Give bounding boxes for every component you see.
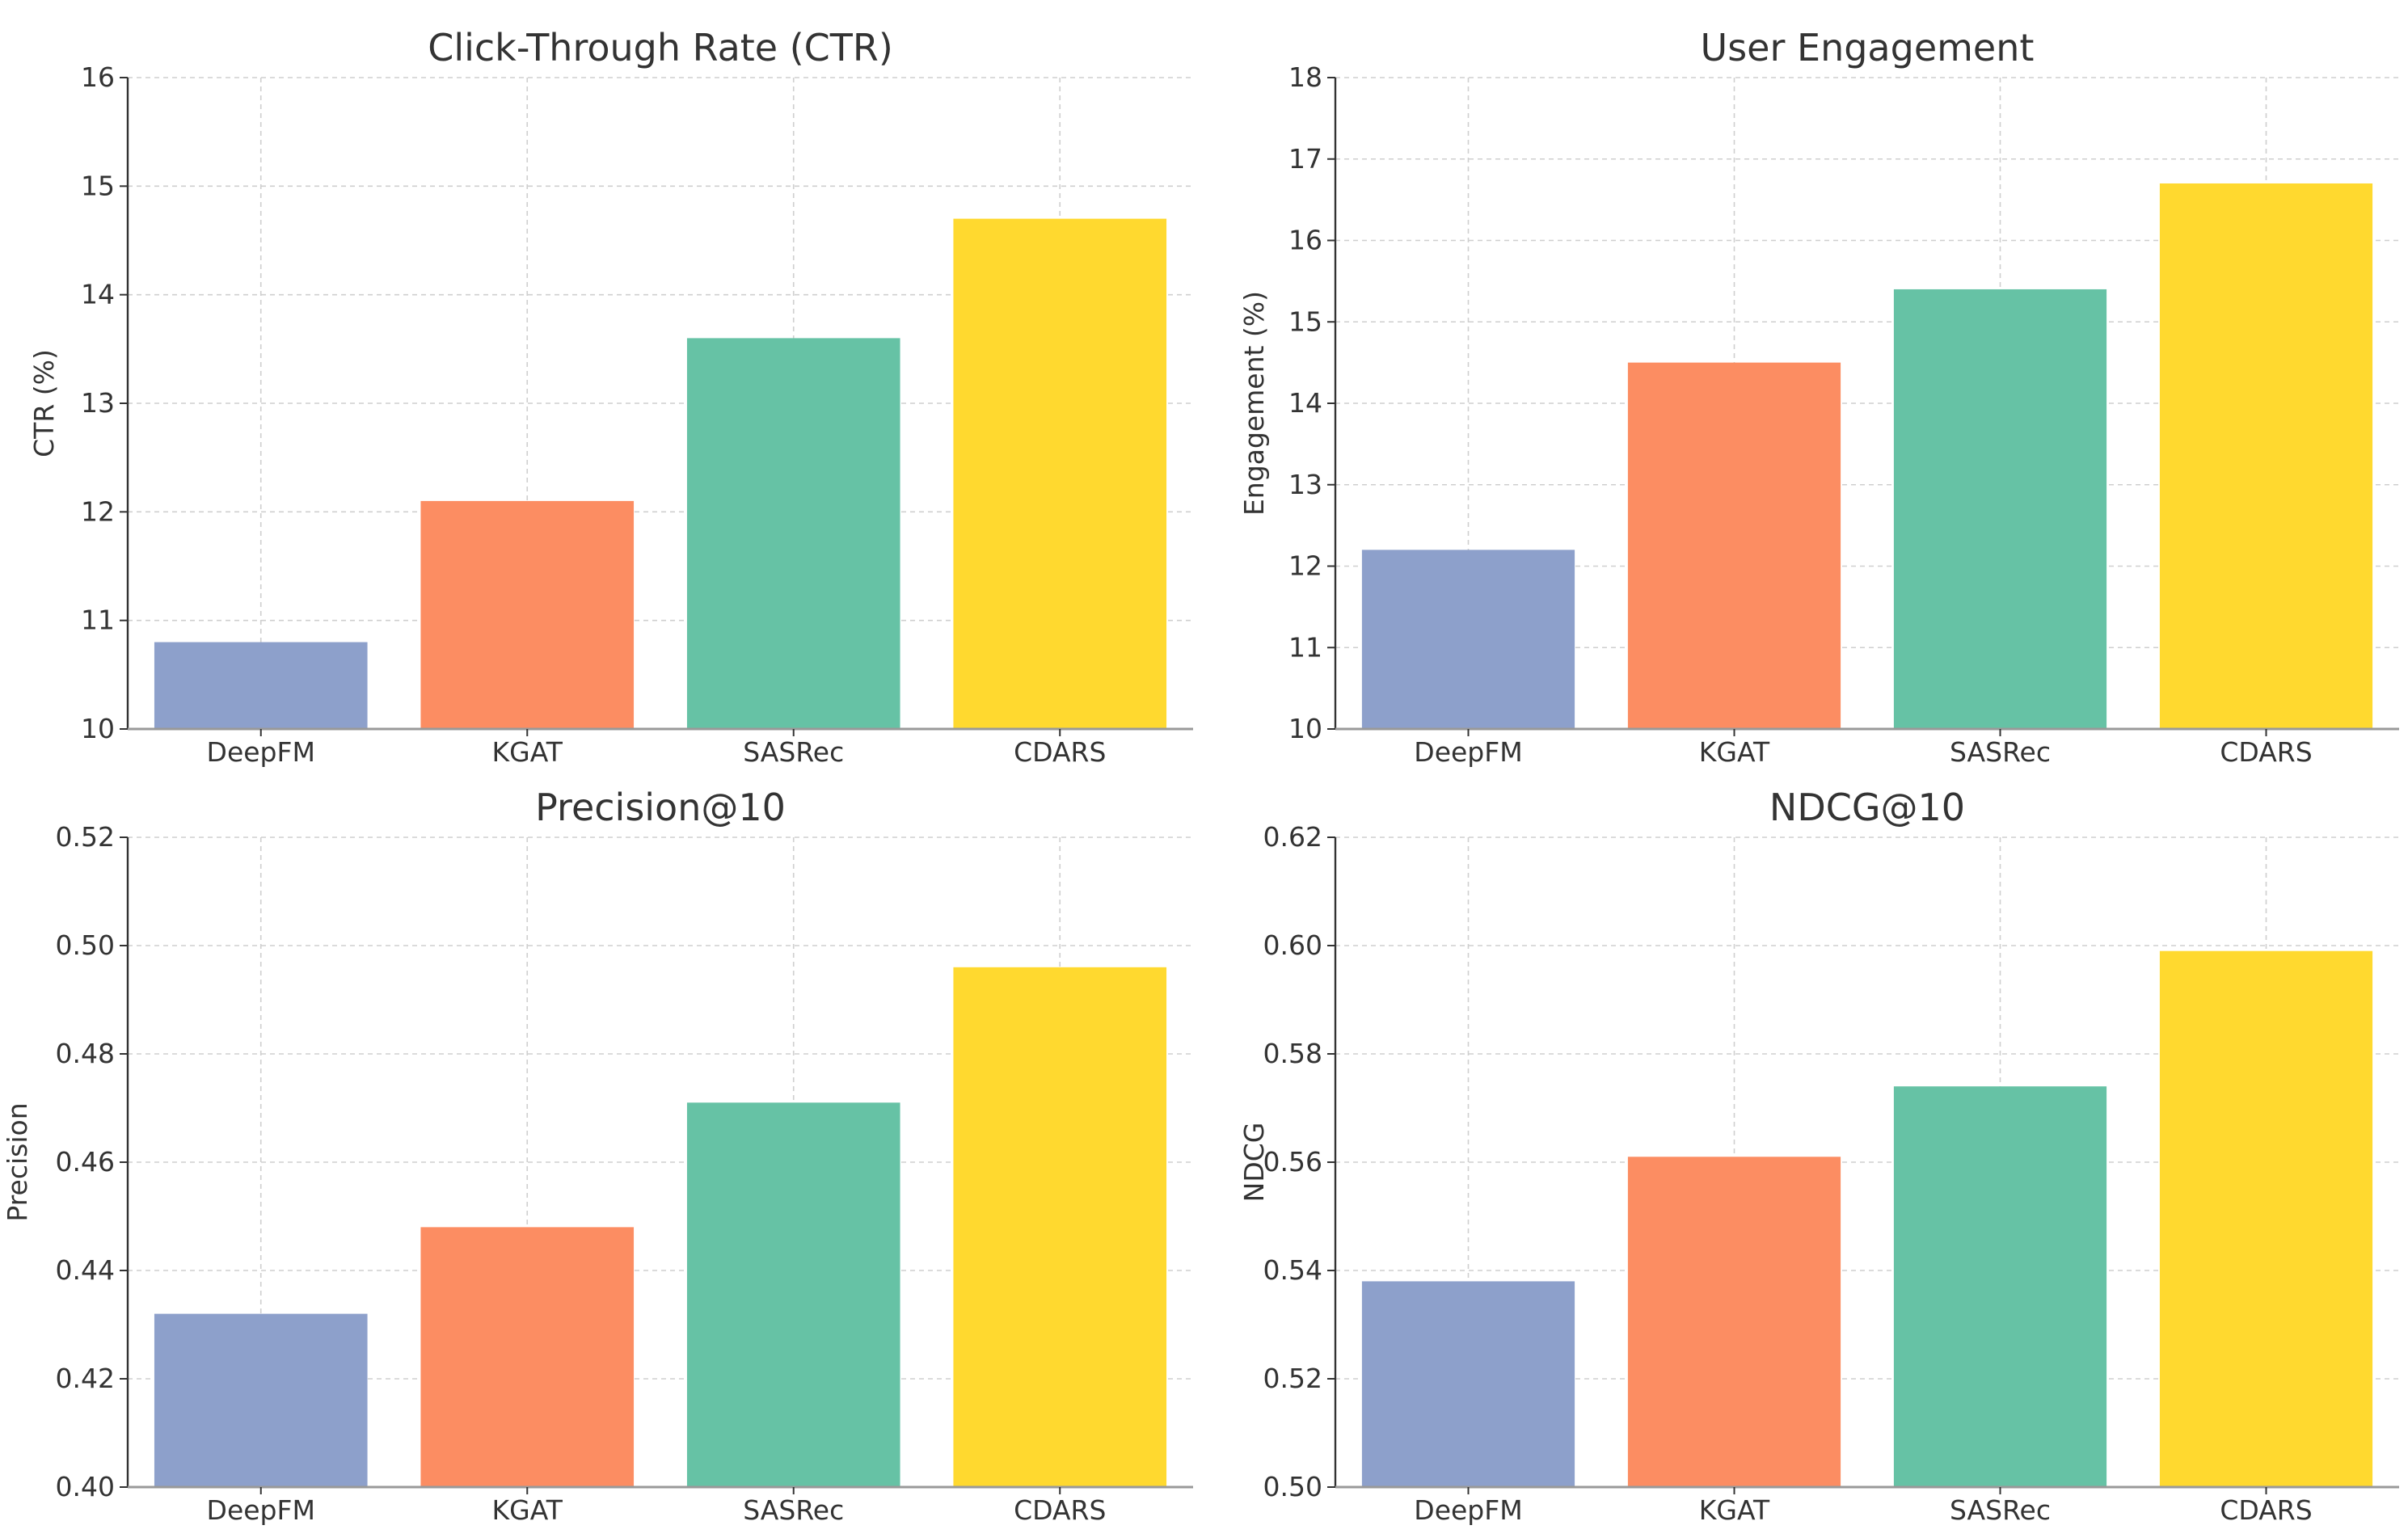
x-tick-label: SASRec (743, 1494, 844, 1526)
chart-panel-2: 10 11 12 13 14 15 16 17 18 DeepFM KGAT SASRec CDARS U… (1238, 26, 2399, 768)
bar-cdars (2159, 183, 2373, 730)
bar-deepfm (154, 642, 368, 729)
y-axis-label: CTR (%) (28, 349, 60, 457)
y-tick-label: 15 (1288, 305, 1322, 337)
y-axis-label: Engagement (%) (1238, 291, 1270, 516)
bar-deepfm (1361, 550, 1575, 729)
x-tick-label: SASRec (1950, 1494, 2051, 1526)
y-tick-label: 0.58 (1263, 1038, 1322, 1069)
bar-sasrec (686, 338, 900, 729)
bar-kgat (1627, 362, 1841, 729)
bar-sasrec (1893, 289, 2107, 729)
x-tick-label: DeepFM (207, 1494, 315, 1526)
x-tick-label: KGAT (492, 1494, 563, 1526)
y-tick-label: 17 (1288, 143, 1322, 175)
y-tick-label: 13 (1288, 469, 1322, 500)
chart-title: Click-Through Rate (CTR) (428, 26, 893, 70)
x-tick-label: DeepFM (1414, 1494, 1522, 1526)
bar-cdars (953, 967, 1167, 1487)
chart-panel-3: 0.40 0.42 0.44 0.46 0.48 0.50 0.52 DeepFM KGAT SA… (2, 786, 1193, 1526)
chart-title: User Engagement (1701, 26, 2035, 70)
bar-deepfm (154, 1313, 368, 1487)
y-tick-label: 0.54 (1263, 1254, 1322, 1286)
bar-kgat (1627, 1157, 1841, 1487)
x-tick-label: KGAT (1699, 1494, 1770, 1526)
y-tick-label: 18 (1288, 61, 1322, 93)
chart-panel-4: 0.50 0.52 0.54 0.56 0.58 0.60 0.62 DeepFM KGAT SA… (1238, 786, 2399, 1526)
bar-cdars (953, 218, 1167, 730)
bar-sasrec (686, 1102, 900, 1487)
y-tick-label: 10 (1288, 713, 1322, 744)
y-tick-label: 0.62 (1263, 821, 1322, 853)
y-tick-label: 10 (81, 713, 115, 744)
x-tick-label: DeepFM (207, 736, 315, 768)
y-tick-label: 0.40 (56, 1471, 115, 1502)
y-axis-label: NDCG (1238, 1123, 1270, 1203)
x-tick-label: SASRec (743, 736, 844, 768)
bar-kgat (420, 1227, 635, 1487)
y-tick-label: 12 (1288, 550, 1322, 582)
bar-cdars (2159, 950, 2373, 1487)
y-tick-label: 16 (1288, 225, 1322, 256)
x-tick-label: CDARS (1014, 1494, 1106, 1526)
x-tick-label: CDARS (2220, 736, 2312, 768)
y-tick-label: 0.52 (56, 821, 115, 853)
x-tick-label: SASRec (1950, 736, 2051, 768)
y-tick-label: 12 (81, 495, 115, 527)
y-tick-label: 15 (81, 170, 115, 201)
y-tick-label: 0.50 (56, 929, 115, 961)
y-tick-label: 0.52 (1263, 1363, 1322, 1394)
y-tick-label: 0.60 (1263, 929, 1322, 961)
y-tick-label: 13 (81, 387, 115, 419)
x-tick-label: CDARS (1014, 736, 1106, 768)
y-tick-label: 0.44 (56, 1254, 115, 1286)
y-axis-label: Precision (2, 1102, 33, 1221)
y-tick-label: 11 (1288, 631, 1322, 663)
y-tick-label: 0.42 (56, 1363, 115, 1394)
x-tick-label: DeepFM (1414, 736, 1522, 768)
y-tick-label: 0.46 (56, 1146, 115, 1178)
chart-panel-1: 10 11 12 13 14 15 16 DeepFM KGAT SASRec CDARS Click… (28, 26, 1193, 768)
y-tick-label: 0.50 (1263, 1471, 1322, 1502)
bar-deepfm (1361, 1281, 1575, 1487)
chart-title: Precision@10 (535, 786, 786, 829)
x-tick-label: KGAT (492, 736, 563, 768)
y-tick-label: 14 (1288, 387, 1322, 419)
bar-kgat (420, 500, 635, 729)
y-tick-label: 16 (81, 61, 115, 93)
y-tick-label: 11 (81, 605, 115, 636)
y-tick-label: 0.56 (1263, 1146, 1322, 1178)
x-tick-label: CDARS (2220, 1494, 2312, 1526)
x-tick-label: KGAT (1699, 736, 1770, 768)
y-tick-label: 0.48 (56, 1038, 115, 1069)
y-tick-label: 14 (81, 279, 115, 310)
bar-sasrec (1893, 1086, 2107, 1487)
chart-title: NDCG@10 (1769, 786, 1965, 829)
